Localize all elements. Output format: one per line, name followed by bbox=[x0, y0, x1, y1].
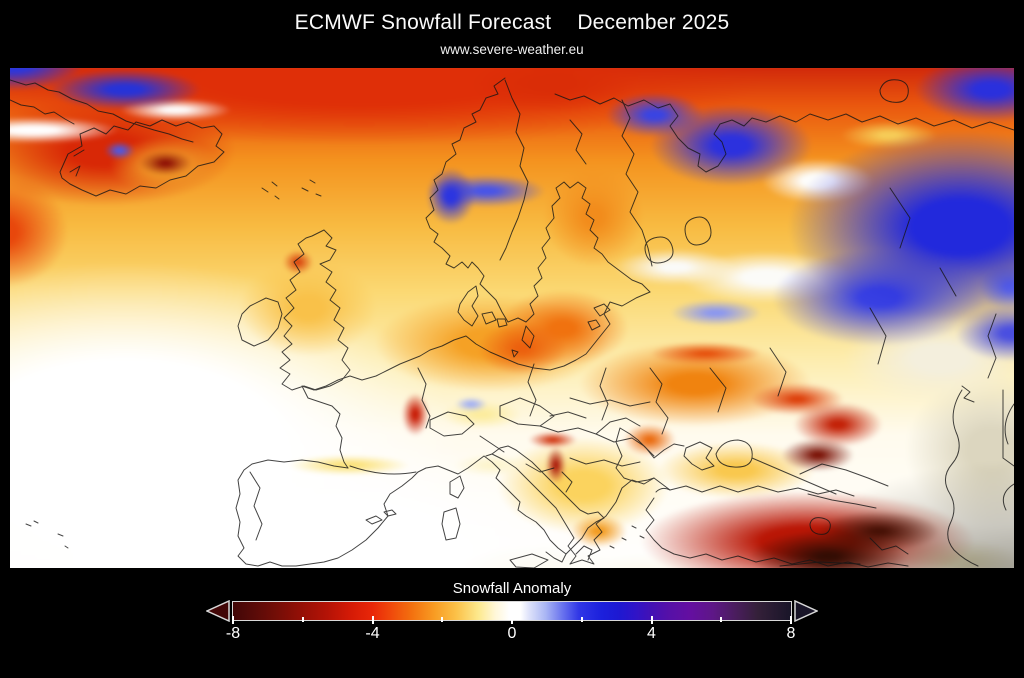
colorbar-title: Snowfall Anomaly bbox=[452, 580, 572, 597]
colorbar-major-tick bbox=[371, 616, 374, 624]
source-url: www.severe-weather.eu bbox=[440, 42, 584, 57]
colorbar-major-tick bbox=[511, 616, 513, 624]
colorbar-major-tick bbox=[790, 616, 792, 624]
colorbar-left-arrow-shape bbox=[206, 600, 230, 622]
colorbar-scale: -8 -4 0 4 8 bbox=[226, 601, 795, 642]
colorbar-major-tick bbox=[650, 616, 653, 624]
colorbar-major-tick bbox=[232, 616, 234, 624]
anomaly-field bbox=[10, 68, 1014, 568]
title-period: December 2025 bbox=[577, 11, 730, 34]
colorbar-left-arrow-icon bbox=[206, 600, 230, 622]
colorbar-minor-tick bbox=[720, 617, 723, 622]
colorbar-tick-label: -4 bbox=[365, 625, 380, 642]
page-title: ECMWF Snowfall Forecast December 2025 bbox=[0, 11, 1024, 35]
colorbar-right-arrow-icon bbox=[794, 600, 818, 622]
colorbar-tick-label: 8 bbox=[786, 625, 796, 642]
colorbar-minor-tick bbox=[580, 617, 583, 622]
forecast-map bbox=[10, 68, 1014, 568]
colorbar-minor-tick bbox=[301, 617, 304, 622]
colorbar-tick-label: 0 bbox=[507, 625, 517, 642]
colorbar-tick-label: -8 bbox=[225, 625, 241, 642]
title-main: ECMWF Snowfall Forecast bbox=[294, 11, 552, 34]
colorbar-minor-tick bbox=[441, 617, 444, 622]
coastlines-overlay bbox=[10, 77, 1014, 568]
colorbar-right-arrow-shape bbox=[794, 600, 818, 622]
colorbar-tick-label: 4 bbox=[647, 625, 656, 642]
